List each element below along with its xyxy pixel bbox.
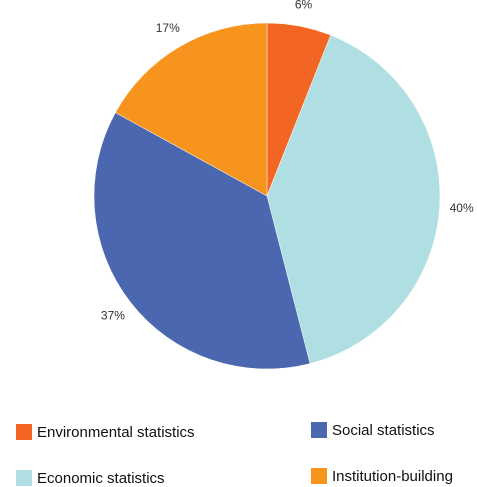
pie-data-label: 6%	[295, 0, 313, 11]
pie-data-label: 40%	[450, 201, 474, 215]
pie-slice-institution-building	[115, 22, 268, 197]
pie-labels: 6% 40% 37% 17%	[101, 0, 474, 323]
pie-slices	[93, 22, 441, 370]
pie-data-label: 37%	[101, 309, 125, 323]
pie-data-label: 17%	[156, 21, 180, 35]
pie-slice-social-statistics	[93, 112, 311, 370]
pie-slice-economic-statistics	[266, 34, 441, 364]
